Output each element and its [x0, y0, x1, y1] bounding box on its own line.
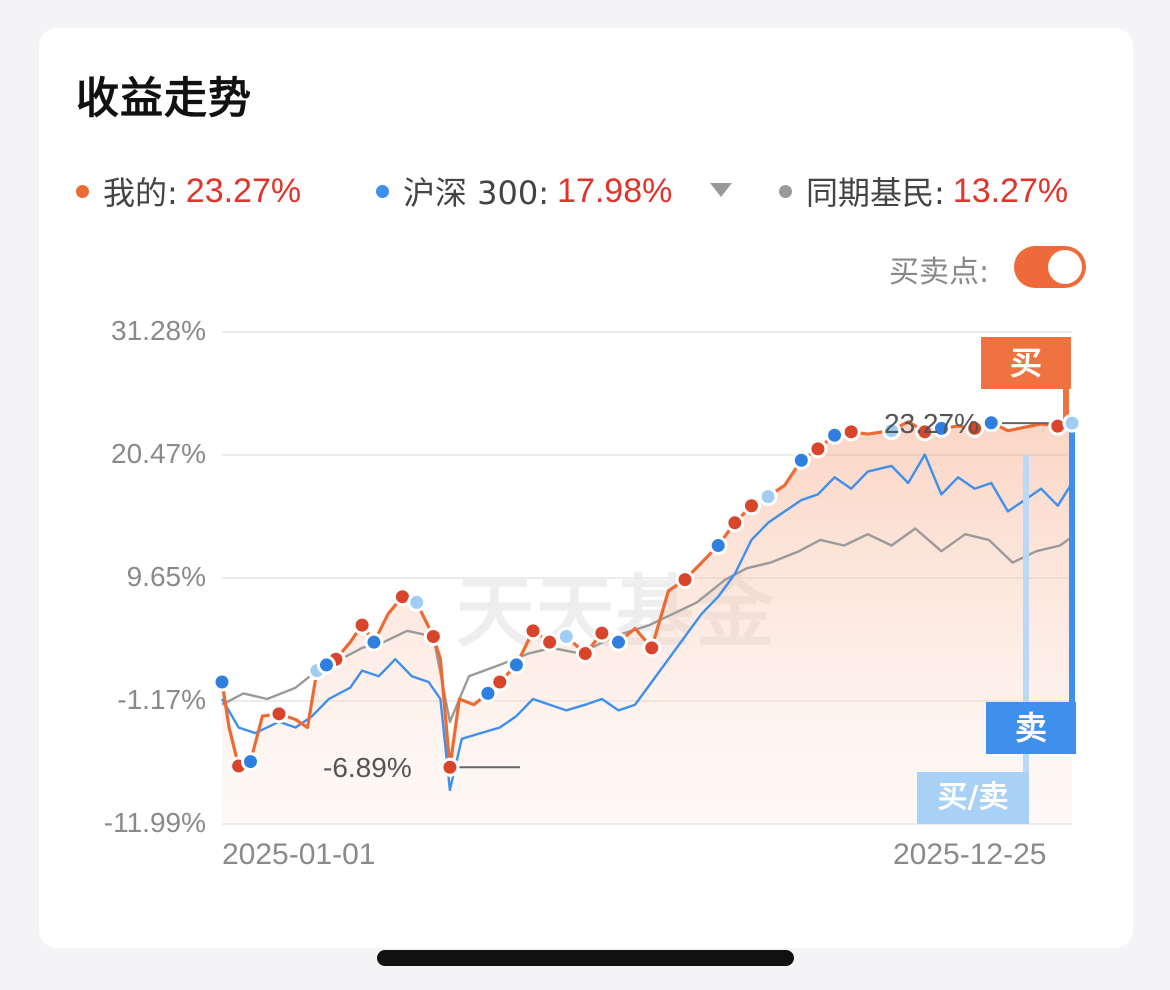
- legend-dot-icon: [779, 184, 792, 198]
- sell-point-marker: [1062, 413, 1082, 433]
- y-tick-label: -11.99%: [103, 807, 206, 838]
- buy-sell-tag[interactable]: 买/卖: [917, 772, 1029, 824]
- legend-item-csi300[interactable]: 沪深 300: 17.98%: [376, 168, 672, 214]
- legend-name: 沪深 300:: [403, 174, 550, 212]
- my-return-area: [222, 421, 1072, 824]
- toggle-knob: [1048, 250, 1082, 284]
- legend-dot-icon: [76, 184, 89, 198]
- buy-point-marker: [808, 439, 828, 459]
- y-tick-label: -1.17%: [117, 684, 206, 715]
- legend-item-mine[interactable]: 我的: 23.27%: [76, 168, 301, 214]
- sell-point-marker: [478, 683, 498, 703]
- sell-point-marker: [609, 632, 629, 652]
- buy-point-marker: [490, 672, 510, 692]
- trade-points-label: 买卖点:: [889, 255, 990, 290]
- buy-point-marker: [642, 638, 662, 658]
- sell-point-marker: [506, 655, 526, 675]
- sell-point-marker: [981, 413, 1001, 433]
- y-tick-label: 9.65%: [126, 561, 206, 592]
- buy-point-marker: [592, 623, 612, 643]
- home-indicator[interactable]: [377, 950, 794, 966]
- buy-point-marker: [965, 418, 985, 438]
- sell-point-marker: [882, 421, 902, 441]
- buy-point-marker: [741, 496, 761, 516]
- buy-point-marker: [523, 621, 543, 641]
- benchmark-dropdown-icon[interactable]: [710, 183, 732, 197]
- sell-point-marker: [407, 592, 427, 612]
- buy-point-marker: [423, 627, 443, 647]
- buy-point-marker: [841, 422, 861, 442]
- sell-point-marker: [316, 655, 336, 675]
- legend-value: 13.27%: [952, 171, 1069, 210]
- sell-point-marker: [758, 487, 778, 507]
- sell-point-marker: [364, 632, 384, 652]
- sell-point-marker: [556, 627, 576, 647]
- buy-point-marker: [269, 704, 289, 724]
- y-tick-label: 31.28%: [111, 315, 206, 346]
- trade-points-toggle[interactable]: [1014, 246, 1086, 288]
- sell-tag[interactable]: 卖: [986, 702, 1076, 754]
- page-title: 收益走势: [76, 74, 252, 124]
- sell-point-marker: [212, 672, 232, 692]
- legend-name: 我的:: [103, 174, 178, 212]
- sell-point-marker: [825, 425, 845, 445]
- max-value-label: 23.27%: [884, 408, 979, 439]
- buy-point-marker: [352, 615, 372, 635]
- csi300-line: [220, 453, 1074, 792]
- legend-name: 同期基民:: [806, 174, 945, 212]
- sell-point-marker: [240, 752, 260, 772]
- x-tick-label: 2025-12-25: [893, 838, 1047, 871]
- sell-point-marker: [931, 418, 951, 438]
- legend-dot-icon: [376, 184, 389, 198]
- legend-value: 17.98%: [557, 171, 673, 210]
- sell-point-marker: [791, 450, 811, 470]
- buy-point-marker: [725, 513, 745, 533]
- buy-tag[interactable]: 买: [981, 337, 1071, 389]
- min-value-label: -6.89%: [323, 752, 412, 783]
- legend-item-peers[interactable]: 同期基民: 13.27%: [779, 168, 1068, 214]
- buy-point-marker: [540, 632, 560, 652]
- buy-point-marker: [675, 570, 695, 590]
- buy-point-marker: [440, 757, 460, 777]
- buy-point-marker: [575, 644, 595, 664]
- legend-value: 23.27%: [185, 171, 302, 210]
- y-tick-label: 20.47%: [111, 438, 206, 469]
- sell-point-marker: [708, 536, 728, 556]
- x-tick-label: 2025-01-01: [222, 838, 376, 871]
